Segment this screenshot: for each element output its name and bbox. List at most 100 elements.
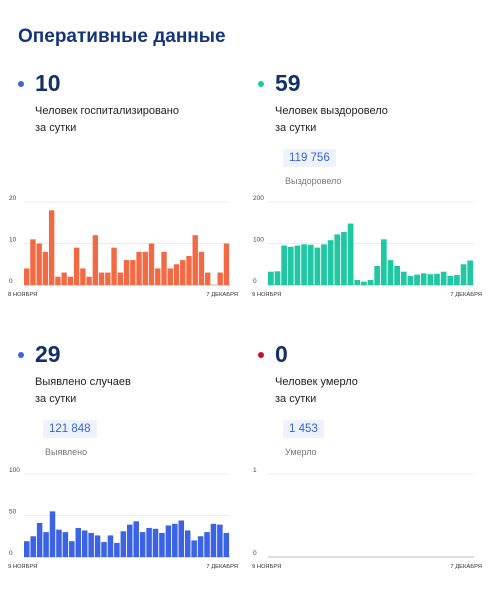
bar bbox=[152, 528, 159, 557]
y-tick-label: 0 bbox=[253, 550, 257, 557]
bar bbox=[274, 271, 281, 285]
bar bbox=[172, 523, 178, 557]
y-tick-label: 100 bbox=[9, 467, 20, 474]
stat-description-line1: Выявлено случаев bbox=[35, 376, 131, 388]
bar bbox=[223, 243, 230, 285]
bar bbox=[86, 276, 92, 285]
bar bbox=[440, 271, 447, 285]
chart-detected: 0 50 100 9 НОЯБРЯ 7 ДЕКАБРЯ bbox=[8, 467, 238, 570]
chart-recovered: 0 100 200 9 НОЯБРЯ 7 ДЕКАБРЯ bbox=[252, 195, 482, 298]
x-tick-label-end: 7 ДЕКАБРЯ bbox=[450, 564, 482, 570]
bar bbox=[36, 243, 42, 285]
bar bbox=[49, 511, 56, 557]
indicator-dot bbox=[258, 352, 264, 358]
bar bbox=[61, 272, 67, 285]
bar bbox=[454, 275, 460, 285]
total-badge-label: Выявлено bbox=[45, 447, 88, 457]
bar bbox=[56, 529, 62, 557]
bar bbox=[36, 522, 43, 557]
y-tick-label: 0 bbox=[253, 278, 257, 285]
bar bbox=[186, 255, 192, 285]
bar bbox=[180, 260, 186, 285]
bar bbox=[130, 260, 136, 285]
bar bbox=[354, 280, 361, 285]
stat-description-line2: за сутки bbox=[35, 122, 77, 134]
bar bbox=[217, 524, 223, 557]
total-badge-label: Умерло bbox=[285, 447, 317, 457]
bar bbox=[321, 244, 327, 285]
bar bbox=[69, 541, 75, 557]
bar bbox=[146, 527, 152, 557]
bar bbox=[191, 540, 197, 557]
bar bbox=[192, 235, 198, 285]
y-tick-label: 100 bbox=[253, 237, 264, 244]
bar bbox=[48, 210, 55, 285]
bar bbox=[111, 247, 117, 285]
y-tick-label: 10 bbox=[9, 237, 17, 244]
y-tick-label: 20 bbox=[9, 195, 17, 202]
bar bbox=[127, 524, 133, 557]
bar bbox=[114, 542, 120, 557]
bar bbox=[161, 251, 167, 285]
stat-description-line1: Человек госпитализировано bbox=[35, 105, 179, 117]
total-badge: 121 848 bbox=[43, 420, 97, 438]
stat-number: 0 bbox=[275, 341, 288, 367]
x-tick-label-end: 7 ДЕКАБРЯ bbox=[450, 292, 482, 298]
bar bbox=[294, 245, 301, 285]
bar bbox=[92, 235, 99, 285]
bar bbox=[165, 525, 172, 557]
stat-description-line2: за сутки bbox=[35, 393, 77, 405]
bar bbox=[184, 530, 191, 557]
y-tick-label: 1 bbox=[253, 467, 257, 474]
stat-description: Человек госпитализировано за сутки bbox=[35, 103, 225, 137]
bar bbox=[75, 527, 82, 557]
bar bbox=[117, 272, 124, 285]
bar bbox=[88, 532, 94, 557]
chart-deaths: 0 1 9 НОЯБРЯ 7 ДЕКАБРЯ bbox=[252, 467, 482, 570]
bar bbox=[460, 264, 467, 285]
bar bbox=[42, 251, 49, 285]
bar bbox=[467, 260, 474, 285]
x-tick-label-start: 8 НОЯБРЯ bbox=[8, 292, 37, 298]
bar bbox=[307, 244, 314, 285]
bar bbox=[148, 243, 155, 285]
stat-description-line1: Человек выздоровело bbox=[275, 105, 388, 117]
indicator-dot bbox=[18, 352, 24, 358]
bar bbox=[120, 531, 127, 557]
stat-number: 59 bbox=[275, 70, 301, 96]
bar bbox=[136, 251, 142, 285]
stat-description: Выявлено случаев за сутки bbox=[35, 374, 225, 408]
bar bbox=[178, 520, 185, 557]
total-badge-label: Выздоровело bbox=[285, 176, 342, 186]
bar bbox=[94, 535, 101, 557]
page-title: Оперативные данные bbox=[18, 26, 226, 47]
bar bbox=[361, 281, 367, 285]
bar bbox=[142, 251, 148, 285]
bar bbox=[210, 523, 217, 557]
bar bbox=[394, 265, 400, 285]
bar bbox=[374, 265, 381, 285]
chart-hospitalized: 0 10 20 8 НОЯБРЯ 7 ДЕКАБРЯ bbox=[8, 195, 238, 298]
x-tick-label-start: 9 НОЯБРЯ bbox=[252, 292, 281, 298]
bar bbox=[217, 272, 223, 285]
bar bbox=[123, 260, 130, 285]
bar bbox=[98, 272, 105, 285]
bar bbox=[55, 276, 61, 285]
indicator-dot bbox=[18, 81, 24, 87]
bar bbox=[133, 521, 139, 557]
bar bbox=[341, 231, 347, 285]
bar bbox=[380, 239, 387, 285]
bar bbox=[427, 274, 434, 285]
bar bbox=[155, 268, 161, 285]
bar bbox=[407, 275, 414, 285]
bar bbox=[43, 532, 49, 557]
stat-description: Человек выздоровело за сутки bbox=[275, 103, 465, 137]
bar bbox=[139, 532, 146, 557]
bar bbox=[204, 532, 210, 557]
stat-description: Человек умерло за сутки bbox=[275, 374, 465, 408]
bar bbox=[387, 260, 394, 285]
stat-description-line2: за сутки bbox=[275, 393, 317, 405]
bar bbox=[80, 268, 86, 285]
bar bbox=[67, 276, 74, 285]
bar bbox=[62, 532, 69, 557]
